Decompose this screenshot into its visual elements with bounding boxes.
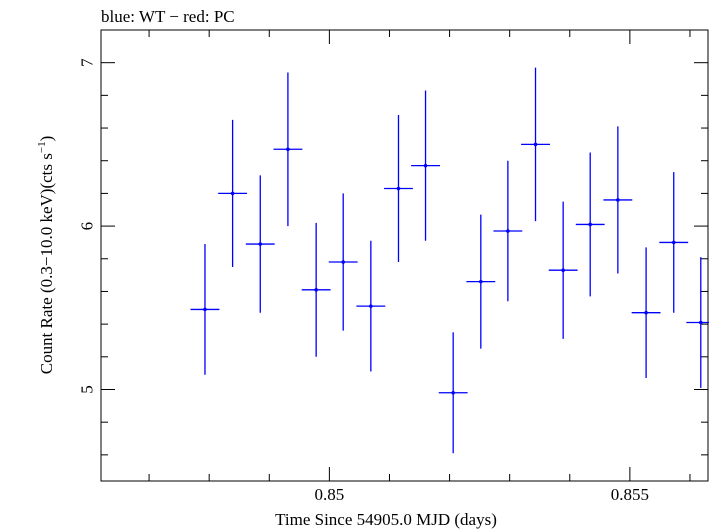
data-point	[438, 332, 468, 454]
point-marker	[616, 198, 620, 202]
x-axis-label: Time Since 54905.0 MJD (days)	[275, 510, 497, 529]
data-point	[218, 119, 248, 267]
data-point	[384, 114, 413, 263]
data-point	[631, 247, 661, 379]
point-marker	[423, 163, 428, 168]
data-point	[659, 172, 689, 313]
point-marker	[396, 186, 401, 191]
data-point	[328, 193, 358, 331]
data-point	[686, 257, 709, 388]
axis-tick-labels: 0.85 0.855 5 6 7	[78, 58, 649, 504]
point-marker	[644, 310, 648, 315]
data-point	[603, 126, 633, 274]
y-tick-label: 7	[78, 58, 97, 67]
data-point	[301, 222, 331, 357]
point-marker	[369, 304, 373, 308]
x-tick-label: 0.85	[315, 485, 345, 504]
y-tick-label: 5	[78, 385, 97, 394]
data-point	[548, 201, 578, 339]
point-marker	[588, 222, 593, 227]
point-marker	[671, 240, 676, 245]
point-marker	[203, 307, 207, 312]
y-axis-label-main: Count Rate (0.3−10.0 keV)(cts s	[37, 153, 56, 374]
point-marker	[506, 229, 510, 233]
point-marker	[230, 191, 235, 196]
point-marker	[286, 147, 290, 152]
data-point	[493, 160, 523, 302]
point-marker	[451, 390, 455, 395]
point-marker	[479, 279, 483, 284]
data-point	[273, 72, 303, 227]
axis-ticks	[101, 29, 708, 481]
point-marker	[314, 288, 318, 292]
x-tick-label: 0.855	[611, 485, 649, 504]
point-marker	[533, 142, 538, 147]
data-point	[245, 175, 275, 313]
point-marker	[561, 268, 565, 273]
point-marker	[698, 320, 703, 325]
data-point	[356, 240, 386, 372]
data-point	[575, 152, 605, 297]
y-axis-label-superscript: −1	[36, 141, 48, 153]
plot-frame	[100, 29, 709, 482]
data-point	[411, 90, 440, 241]
data-point	[190, 244, 220, 375]
y-axis-label: Count Rate (0.3−10.0 keV)(cts s−1)	[36, 136, 56, 375]
data-points	[190, 67, 709, 454]
point-marker	[258, 242, 263, 246]
data-point	[466, 214, 496, 349]
point-marker	[341, 260, 345, 264]
chart-title: blue: WT − red: PC	[101, 7, 235, 26]
y-axis-label-tail: )	[37, 136, 56, 142]
y-tick-label: 6	[78, 222, 97, 231]
data-point	[521, 67, 550, 222]
